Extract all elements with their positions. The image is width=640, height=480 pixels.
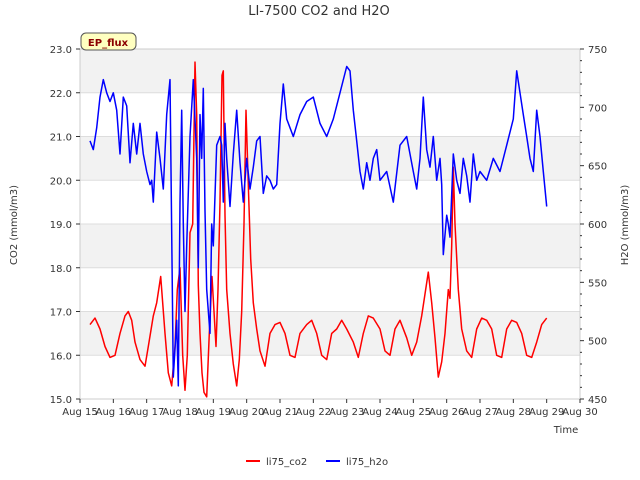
- y-right-tick-label: 700: [588, 103, 607, 114]
- y-left-tick-label: 17.0: [50, 308, 72, 319]
- series-layer: [89, 61, 548, 398]
- x-tick-label: Aug 26: [429, 407, 464, 418]
- plot-band: [80, 311, 580, 356]
- y-left-tick-label: 19.0: [50, 220, 72, 231]
- x-tick-label: Aug 22: [296, 407, 331, 418]
- x-tick-label: Aug 23: [329, 407, 364, 418]
- y-right-tick-label: 550: [588, 278, 607, 289]
- y-left-tick-label: 21.0: [50, 133, 72, 144]
- y-right-tick-label: 750: [588, 45, 607, 56]
- ep-flux-badge: EP_flux: [80, 32, 137, 51]
- plot-band: [80, 49, 580, 93]
- x-tick-label: Aug 16: [96, 407, 131, 418]
- y-axis-label-right: H2O (mmol/m3): [620, 185, 631, 266]
- legend-label-h2o: li75_h2o: [346, 457, 388, 468]
- x-tick-label: Aug 19: [196, 407, 231, 418]
- x-axis-label: Time: [553, 425, 578, 436]
- x-tick-label: Aug 30: [562, 407, 597, 418]
- x-tick-label: Aug 15: [62, 407, 97, 418]
- axis-ticks: 15.0 16.0 17.0 18.0 19.0 20.0 21.0 22.0 23.0 450 5…: [50, 45, 607, 418]
- y-right-tick-label: 650: [588, 162, 607, 173]
- x-tick-label: Aug 25: [396, 407, 431, 418]
- y-left-tick-label: 15.0: [50, 395, 72, 406]
- y-left-tick-label: 22.0: [50, 89, 72, 100]
- x-tick-label: Aug 17: [129, 407, 164, 418]
- legend: li75_co2 li75_h2o: [246, 457, 388, 468]
- x-tick-label: Aug 27: [462, 407, 497, 418]
- plot-band: [80, 224, 580, 268]
- y-axis-label-left: CO2 (mmol/m3): [9, 185, 20, 265]
- x-tick-label: Aug 21: [262, 407, 297, 418]
- y-left-tick-label: 23.0: [50, 45, 72, 56]
- x-tick-label: Aug 20: [229, 407, 264, 418]
- y-right-tick-label: 500: [588, 337, 607, 348]
- ep-flux-badge-label: EP_flux: [88, 38, 129, 49]
- ep-flux-badge-box: [80, 32, 137, 51]
- plot-bands: [80, 49, 580, 356]
- y-left-tick-label: 20.0: [50, 176, 72, 187]
- x-tick-label: Aug 28: [496, 407, 531, 418]
- x-tick-label: Aug 18: [162, 407, 197, 418]
- series-line-li75_h2o: [89, 65, 548, 387]
- y-left-tick-label: 16.0: [50, 351, 72, 362]
- y-right-tick-label: 450: [588, 395, 607, 406]
- legend-label-co2: li75_co2: [266, 457, 307, 468]
- y-right-tick-label: 600: [588, 220, 607, 231]
- x-tick-label: Aug 29: [529, 407, 564, 418]
- y-left-tick-label: 18.0: [50, 264, 72, 275]
- chart-title: LI-7500 CO2 and H2O: [248, 4, 390, 19]
- x-tick-label: Aug 24: [362, 407, 397, 418]
